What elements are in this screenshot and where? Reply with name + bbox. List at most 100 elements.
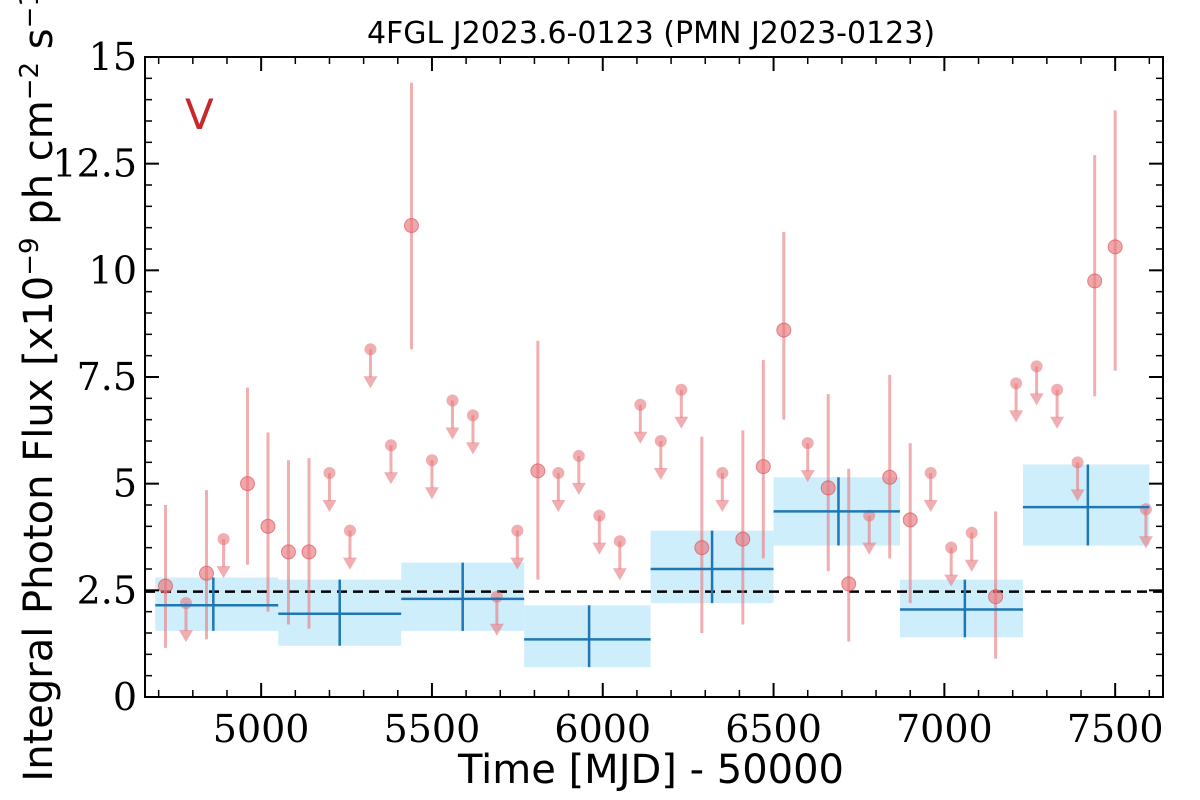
upper-limit-arrowhead xyxy=(592,542,607,555)
binned-flux-band xyxy=(1022,464,1150,546)
detection-point xyxy=(530,463,546,479)
y-tick-label: 2.5 xyxy=(77,568,137,612)
y-tick-label: 15 xyxy=(89,35,137,79)
upper-limit-arrowhead xyxy=(1029,393,1044,406)
upper-limit-point xyxy=(1139,503,1152,516)
upper-limit-point xyxy=(217,533,230,546)
upper-limit-point xyxy=(924,467,937,479)
upper-limit-point xyxy=(1071,456,1084,469)
y-label-mid: ph cm xyxy=(16,100,62,237)
upper-limit-point xyxy=(801,437,814,450)
upper-limit-point xyxy=(716,467,729,479)
upper-limit-arrowhead xyxy=(363,376,378,389)
upper-limit-point xyxy=(446,394,459,407)
chart-title: 4FGL J2023.6-0123 (PMN J2023-0123) xyxy=(367,16,935,51)
x-tick-label: 6500 xyxy=(725,707,822,751)
detection-point xyxy=(820,480,836,496)
upper-limit-arrowhead xyxy=(424,487,439,500)
upper-limit-arrowhead xyxy=(383,472,398,485)
y-tick-label: 0 xyxy=(113,675,137,719)
upper-limit-point xyxy=(425,454,438,467)
upper-limit-arrowhead xyxy=(944,574,959,587)
upper-limit-point xyxy=(634,398,647,411)
detection-point xyxy=(157,578,173,594)
detection-point xyxy=(1107,239,1123,255)
upper-limit-point xyxy=(384,439,397,452)
upper-limit-arrowhead xyxy=(489,623,504,636)
detection-point xyxy=(260,518,276,534)
upper-limit-arrowhead xyxy=(633,431,648,444)
detection-point xyxy=(755,459,771,475)
x-axis-label: Time [MJD] - 50000 xyxy=(457,747,844,793)
upper-limit-arrowhead xyxy=(178,630,193,643)
upper-limit-point xyxy=(466,409,479,422)
upper-limit-arrowhead xyxy=(715,500,730,512)
upper-limit-point xyxy=(343,524,356,537)
upper-limit-arrowhead xyxy=(923,500,938,512)
upper-limit-arrowhead xyxy=(612,568,627,581)
upper-limit-point xyxy=(490,590,503,603)
axis-ticks: 5000 5500 6000 6500 7000 7500 0 2.5 5 7.5 10 12.5 15 xyxy=(52,35,1163,751)
upper-limit-arrowhead xyxy=(445,427,460,440)
upper-limit-point xyxy=(572,449,585,462)
detection-point xyxy=(198,565,214,581)
upper-limit-point xyxy=(552,467,565,479)
y-tick-label: 10 xyxy=(89,248,137,292)
y-label-prefix: Integral Photon Flux [x10 xyxy=(16,276,62,782)
upper-limit-arrowhead xyxy=(465,442,480,455)
detection-point xyxy=(694,540,710,556)
detection-point xyxy=(735,531,751,547)
upper-limit-arrowhead xyxy=(510,557,525,570)
upper-limit-point xyxy=(613,535,626,548)
detection-point xyxy=(403,218,419,234)
upper-limit-arrowhead xyxy=(964,559,979,572)
detection-point xyxy=(776,322,792,338)
detection-point xyxy=(988,589,1004,605)
y-label-exp3: −1 xyxy=(15,0,45,28)
detection-point xyxy=(239,476,255,492)
upper-limit-point xyxy=(179,597,192,610)
upper-limit-point xyxy=(863,509,876,522)
upper-limit-arrowhead xyxy=(800,470,815,483)
x-tick-label: 6000 xyxy=(554,707,651,751)
upper-limit-point xyxy=(1051,383,1064,396)
x-tick-label: 5000 xyxy=(213,707,310,751)
upper-limit-arrowhead xyxy=(862,542,877,555)
upper-limit-arrowhead xyxy=(551,500,566,512)
y-tick-label: 12.5 xyxy=(52,142,137,186)
upper-limit-point xyxy=(511,524,524,537)
x-tick-label: 7500 xyxy=(1067,707,1164,751)
upper-limit-point xyxy=(1030,360,1043,373)
upper-limit-arrowhead xyxy=(571,482,586,495)
upper-limit-point xyxy=(593,509,606,522)
upper-limit-arrowhead xyxy=(653,468,668,480)
y-tick-label: 5 xyxy=(113,462,137,506)
upper-limit-arrowhead xyxy=(1009,410,1024,423)
upper-limit-point xyxy=(323,467,336,479)
upper-limit-arrowhead xyxy=(1138,536,1153,549)
variability-annotation: V xyxy=(185,90,214,139)
upper-limit-point xyxy=(364,343,377,356)
x-tick-label: 7000 xyxy=(896,707,993,751)
detection-point xyxy=(902,512,918,528)
y-axis-label: Integral Photon Flux [x10−9 ph cm−2 s−1] xyxy=(15,0,62,782)
y-label-mid2: s xyxy=(16,28,62,62)
upper-limit-point xyxy=(945,541,958,554)
detection-point xyxy=(1087,273,1103,289)
binned-flux-band xyxy=(524,605,651,668)
upper-limit-arrowhead xyxy=(342,557,357,570)
plot-area xyxy=(145,82,1163,668)
upper-limit-arrowhead xyxy=(322,500,337,512)
upper-limit-arrowhead xyxy=(1050,416,1065,429)
detection-point xyxy=(841,576,857,592)
y-tick-label: 7.5 xyxy=(77,355,137,399)
detection-point xyxy=(882,469,898,485)
upper-limit-point xyxy=(1010,377,1023,390)
y-label-exp2: −2 xyxy=(15,62,45,100)
detection-point xyxy=(280,544,296,560)
upper-limit-arrowhead xyxy=(674,416,689,429)
x-tick-label: 5500 xyxy=(384,707,481,751)
y-label-exp1: −9 xyxy=(15,237,45,275)
